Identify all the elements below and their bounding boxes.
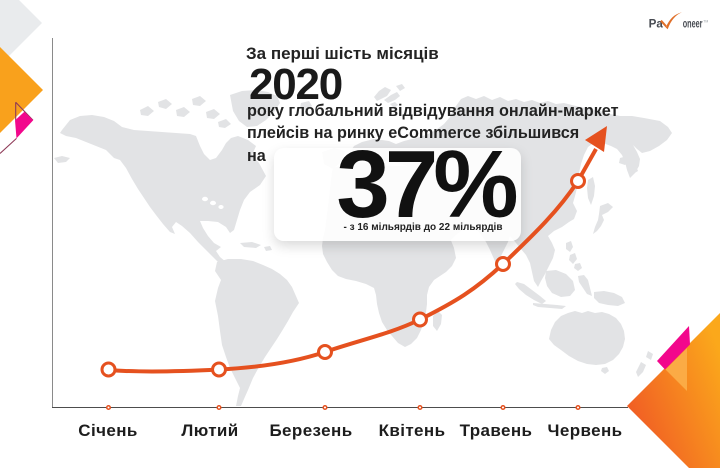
svg-text:Pa: Pa	[649, 18, 664, 30]
svg-text:TM: TM	[703, 20, 708, 24]
svg-text:oneer: oneer	[683, 18, 703, 30]
